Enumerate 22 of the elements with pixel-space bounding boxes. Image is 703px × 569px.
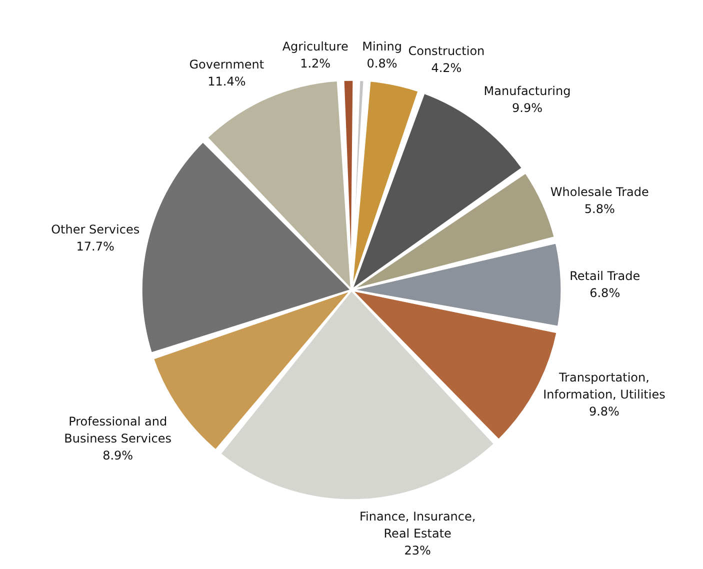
slice-label: Other Services	[51, 222, 140, 237]
slice-label: Finance, Insurance, Real Estate	[359, 510, 476, 541]
data-label: 23%	[404, 544, 431, 558]
data-label: 8.9%	[102, 448, 134, 463]
data-label: 11.4%	[208, 74, 246, 89]
slice-label: Agriculture	[282, 39, 348, 54]
slice-label: Government	[189, 58, 264, 72]
slice-label: Professional and Business Services	[64, 414, 172, 446]
data-label: 9.9%	[512, 101, 543, 116]
slice-label: Construction	[408, 44, 485, 58]
data-label: 0.8%	[366, 56, 398, 71]
slice-label: Retail Trade	[570, 268, 640, 283]
slice-label: Transportation, Information, Utilities	[543, 370, 666, 402]
slice-label: Mining	[362, 40, 402, 54]
data-label: 17.7%	[76, 240, 114, 254]
slice-label: Wholesale Trade	[550, 184, 649, 199]
data-label: 1.2%	[300, 56, 331, 70]
slice-label: Manufacturing	[484, 84, 571, 98]
data-label: 6.8%	[590, 286, 620, 300]
data-label: 5.8%	[584, 202, 615, 216]
data-label: 4.2%	[431, 61, 462, 76]
data-label: 9.8%	[588, 404, 620, 418]
